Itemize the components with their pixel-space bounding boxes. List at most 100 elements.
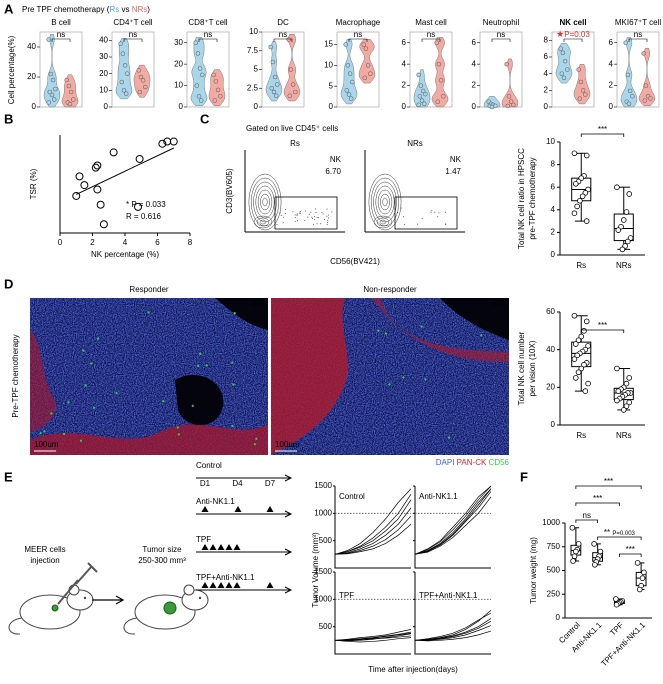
gate-name: NK: [330, 155, 342, 164]
plot-frame: [39, 31, 83, 108]
contour: [248, 173, 282, 231]
flow-title: NRs: [407, 139, 423, 148]
contour: [255, 185, 275, 219]
point: [505, 103, 511, 109]
dose: [209, 582, 217, 588]
nk-cell: [43, 430, 46, 433]
plot-title: MKI67⁺T cell: [615, 18, 662, 27]
y-tick-label: 30: [174, 38, 183, 47]
point: [286, 37, 291, 42]
event: [327, 219, 329, 221]
sig-bracket: [491, 38, 511, 42]
nk-cell: [62, 432, 66, 436]
title-part: ): [147, 5, 150, 14]
micrograph: [30, 298, 268, 455]
sig-bracket: [575, 502, 620, 506]
growth-curve: [414, 618, 492, 641]
growth-curve: [415, 625, 492, 641]
event: [304, 210, 306, 212]
point: [200, 72, 205, 78]
point: [346, 92, 352, 97]
plot-frame: [336, 31, 380, 108]
x-tick-label: NRs: [616, 261, 632, 270]
event: [403, 216, 405, 218]
nk-cell: [448, 436, 451, 439]
nk-cell: [96, 337, 100, 340]
contour: [259, 219, 267, 225]
point: [121, 88, 127, 93]
point: [575, 337, 582, 344]
point: [597, 548, 604, 555]
growth-curve: [334, 515, 412, 555]
sig-bracket: [51, 38, 71, 42]
point: [565, 67, 570, 72]
contour: [373, 215, 393, 229]
y-tick-label: 7.5: [247, 46, 259, 55]
sig-bracket: [618, 553, 642, 557]
y-tick-label: 1500: [314, 481, 332, 490]
point: [93, 161, 102, 170]
point: [626, 399, 633, 406]
legend-entry: CD56: [489, 458, 510, 467]
event: [331, 211, 333, 213]
nk-cell: [177, 433, 180, 436]
y-axis-label: Total NK cell number: [517, 331, 526, 405]
gate-name: NK: [450, 155, 462, 164]
event: [327, 222, 329, 224]
contour: [368, 173, 402, 231]
step-text: Tumor size: [142, 545, 182, 554]
growth-curve: [414, 485, 492, 555]
point: [627, 88, 633, 94]
y-tick-label: 40: [99, 35, 108, 44]
event: [417, 223, 419, 225]
event: [320, 223, 322, 225]
plot-frame: [479, 31, 523, 108]
y-tick-label: 10: [546, 137, 555, 146]
sig-bracket: [563, 38, 583, 42]
sig-stars: ns: [583, 511, 591, 520]
sig-bracket: [575, 519, 599, 523]
nk-cell: [67, 401, 70, 404]
event: [294, 217, 296, 219]
y-tick-label: 4: [551, 205, 556, 214]
y-tick-label: 4: [609, 59, 614, 68]
point: [138, 74, 144, 80]
plot-title: CD4⁺T cell: [113, 18, 152, 27]
point: [614, 184, 620, 191]
dose: [217, 544, 225, 550]
event: [400, 207, 402, 209]
event: [311, 217, 313, 219]
event: [296, 215, 298, 217]
growth-curve: [414, 491, 492, 555]
sig-bracket: [580, 133, 625, 137]
sig-text: ns: [634, 30, 642, 39]
arrow: [92, 595, 125, 605]
group-label: TPF: [196, 535, 211, 544]
sig-bracket: [580, 329, 625, 333]
event: [404, 224, 406, 226]
point: [196, 94, 202, 99]
panel-label: E: [4, 469, 13, 484]
nk-cell: [233, 311, 236, 315]
annotation: * P = 0.033: [126, 200, 166, 209]
point: [643, 83, 649, 88]
x-tick-label: Rs: [576, 261, 586, 270]
nk-cell: [191, 404, 194, 407]
tumor: [163, 601, 177, 615]
y-tick-label: 8: [551, 160, 556, 169]
y-tick-label: 1000: [314, 594, 332, 603]
step-text: MEER cells: [24, 545, 65, 554]
point: [583, 318, 590, 325]
contour: [256, 217, 270, 227]
event: [316, 223, 318, 225]
sig-label: ***: [626, 545, 635, 554]
event: [308, 213, 310, 215]
point: [574, 203, 580, 210]
point: [623, 403, 630, 409]
x-tick-label: Rs: [576, 431, 586, 440]
timeline: [196, 510, 293, 518]
point: [591, 541, 597, 547]
contour: [373, 181, 397, 223]
sig-label: ns: [57, 30, 65, 39]
